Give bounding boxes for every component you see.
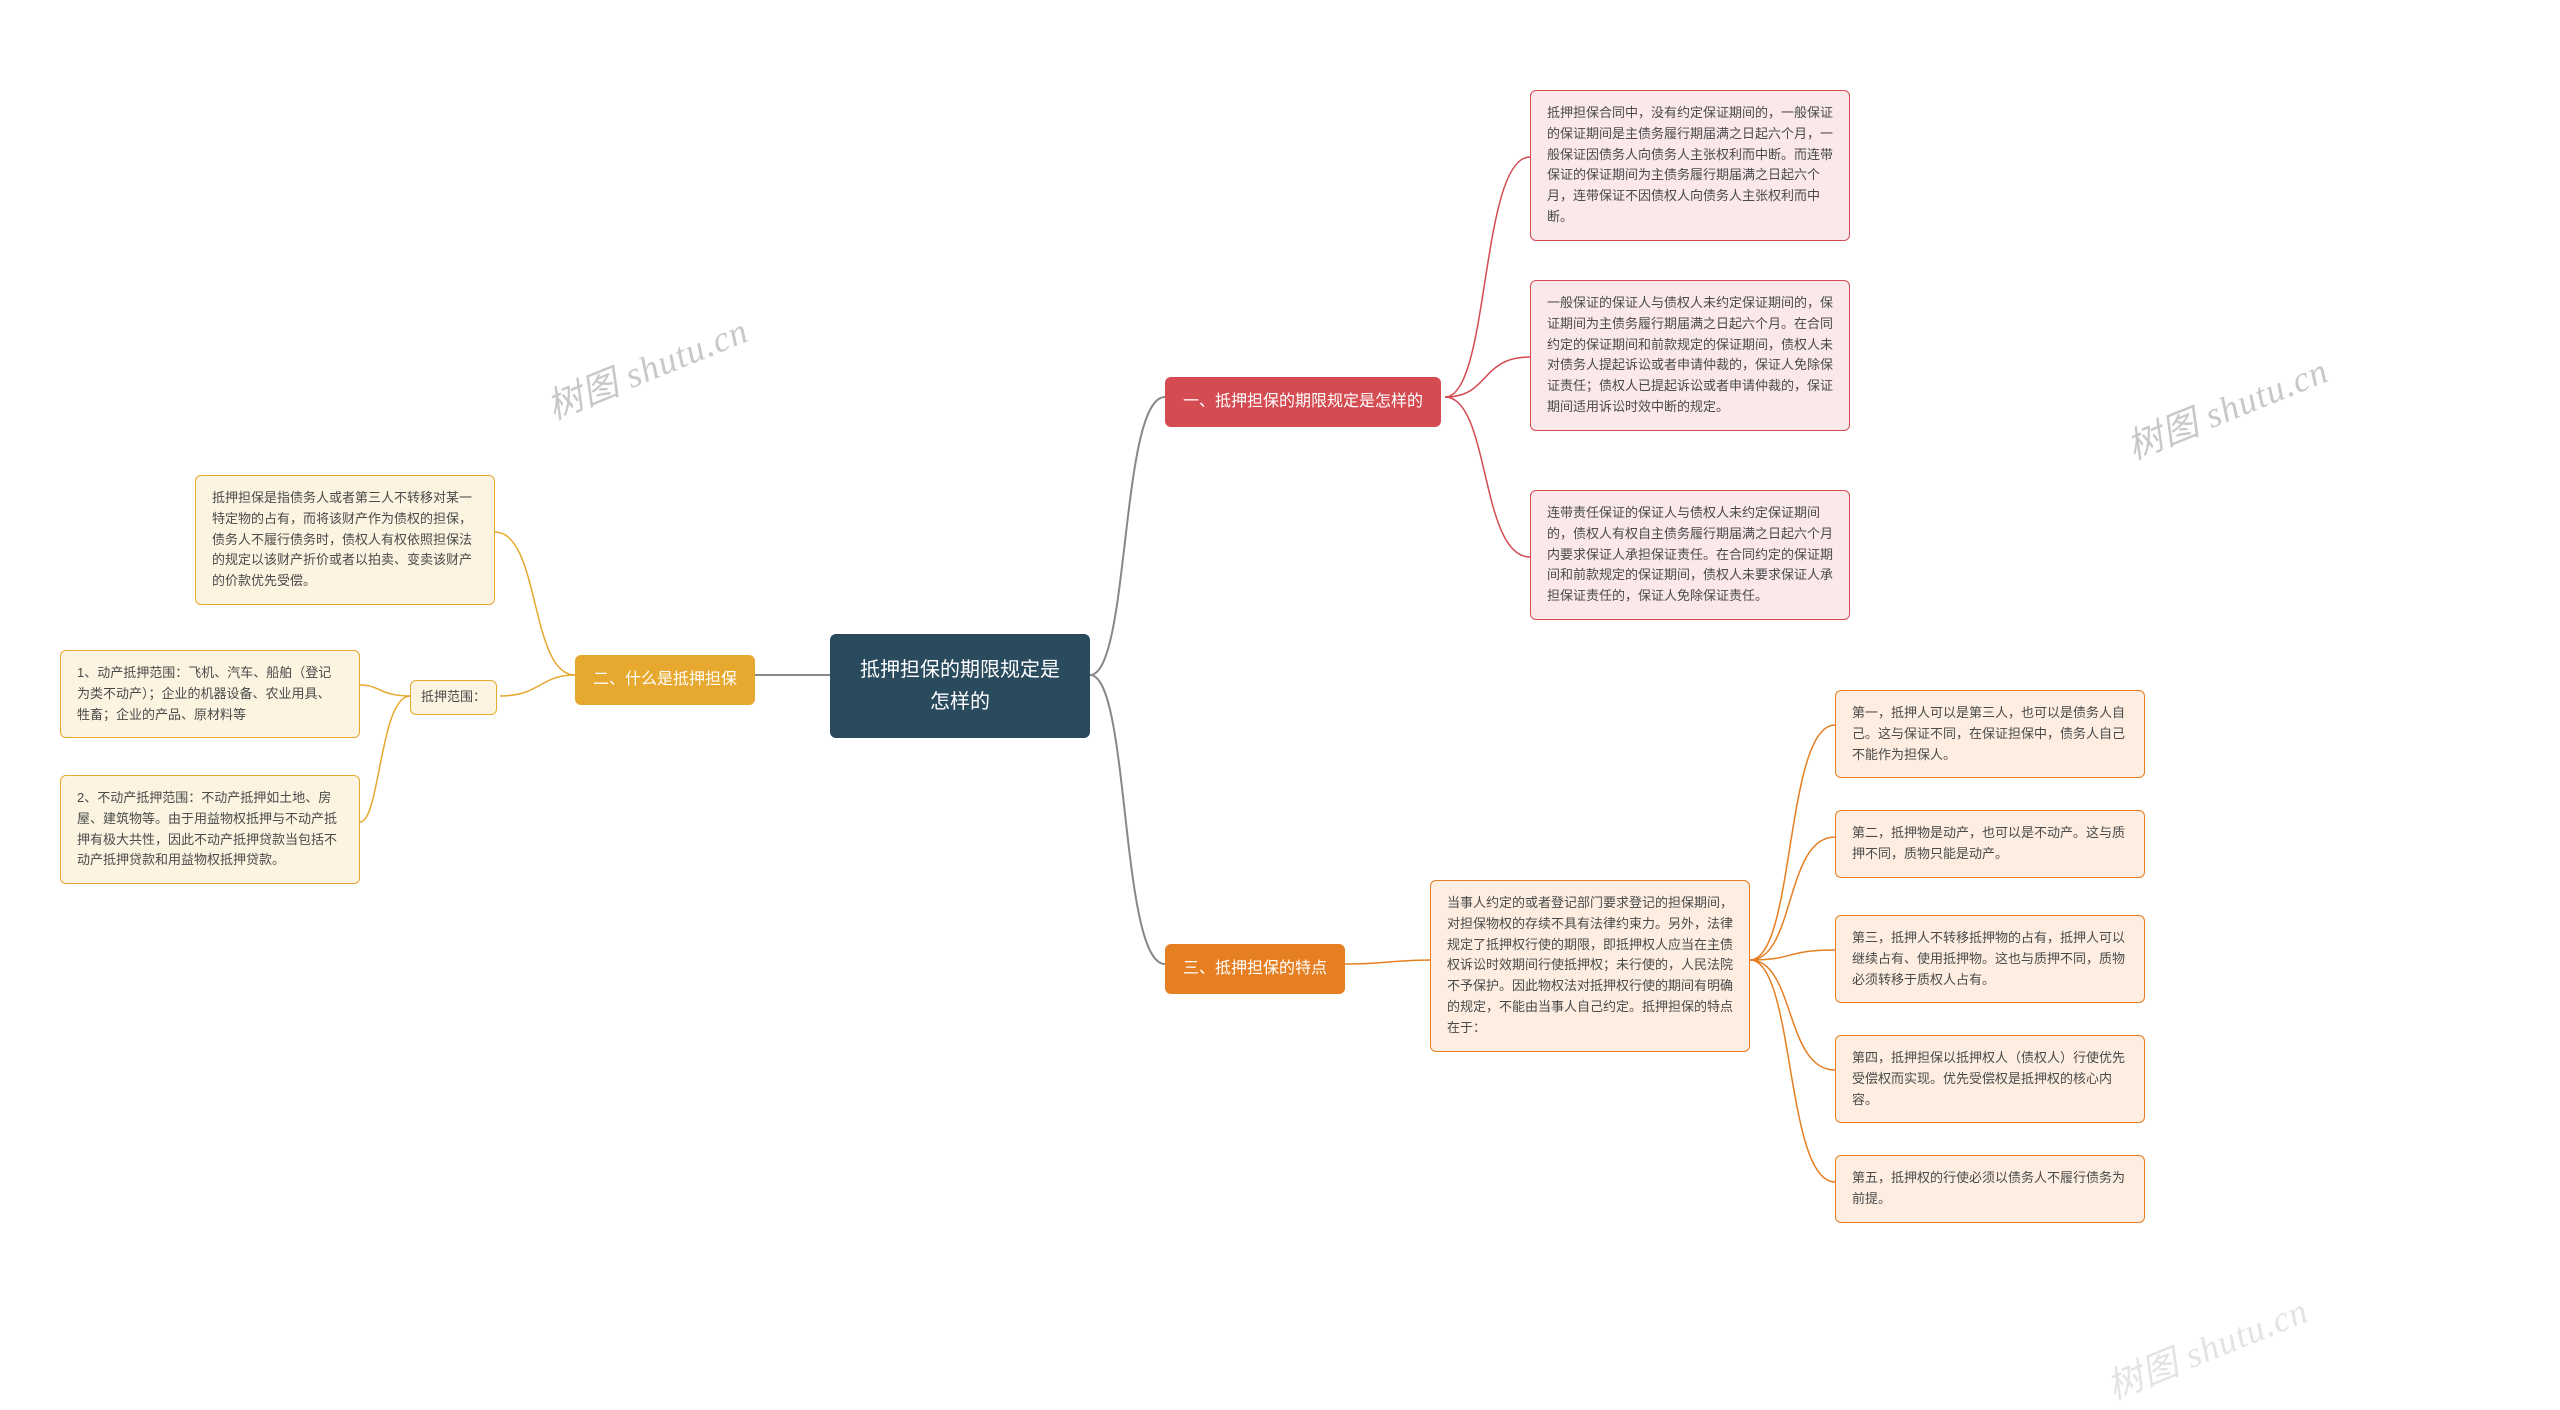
branch-3-leaf-4[interactable]: 第四，抵押担保以抵押权人（债权人）行使优先受偿权而实现。优先受偿权是抵押权的核心… (1835, 1035, 2145, 1123)
connector-layer (0, 0, 2560, 1367)
branch-3[interactable]: 三、抵押担保的特点 (1165, 944, 1345, 994)
branch-1-leaf-2[interactable]: 一般保证的保证人与债权人未约定保证期间的，保证期间为主债务履行期届满之日起六个月… (1530, 280, 1850, 431)
branch-2[interactable]: 二、什么是抵押担保 (575, 655, 755, 705)
watermark-3: 树图 shutu.cn (2098, 1282, 2315, 1410)
branch-3-leaf-2[interactable]: 第二，抵押物是动产，也可以是不动产。这与质押不同，质物只能是动产。 (1835, 810, 2145, 878)
branch-3-leaf-5[interactable]: 第五，抵押权的行使必须以债务人不履行债务为前提。 (1835, 1155, 2145, 1223)
branch-1[interactable]: 一、抵押担保的期限规定是怎样的 (1165, 377, 1441, 427)
branch-1-leaf-3[interactable]: 连带责任保证的保证人与债权人未约定保证期间的，债权人有权自主债务履行期届满之日起… (1530, 490, 1850, 620)
branch-2-leaf-1[interactable]: 抵押担保是指债务人或者第三人不转移对某一特定物的占有，而将该财产作为债权的担保，… (195, 475, 495, 605)
watermark-1: 树图 shutu.cn (538, 302, 755, 430)
branch-2-sub-leaf-2[interactable]: 2、不动产抵押范围：不动产抵押如土地、房屋、建筑物等。由于用益物权抵押与不动产抵… (60, 775, 360, 884)
branch-3-leaf-1[interactable]: 第一，抵押人可以是第三人，也可以是债务人自己。这与保证不同，在保证担保中，债务人… (1835, 690, 2145, 778)
branch-2-sub-leaf-1[interactable]: 1、动产抵押范围：飞机、汽车、船舶（登记为类不动产）；企业的机器设备、农业用具、… (60, 650, 360, 738)
center-topic[interactable]: 抵押担保的期限规定是怎样的 (830, 634, 1090, 738)
branch-3-leaf-3[interactable]: 第三，抵押人不转移抵押物的占有，抵押人可以继续占有、使用抵押物。这也与质押不同，… (1835, 915, 2145, 1003)
branch-3-intermediate[interactable]: 当事人约定的或者登记部门要求登记的担保期间，对担保物权的存续不具有法律约束力。另… (1430, 880, 1750, 1052)
branch-1-leaf-1[interactable]: 抵押担保合同中，没有约定保证期间的，一般保证的保证期间是主债务履行期届满之日起六… (1530, 90, 1850, 241)
branch-2-sub[interactable]: 抵押范围： (410, 680, 497, 715)
watermark-2: 树图 shutu.cn (2118, 342, 2335, 470)
